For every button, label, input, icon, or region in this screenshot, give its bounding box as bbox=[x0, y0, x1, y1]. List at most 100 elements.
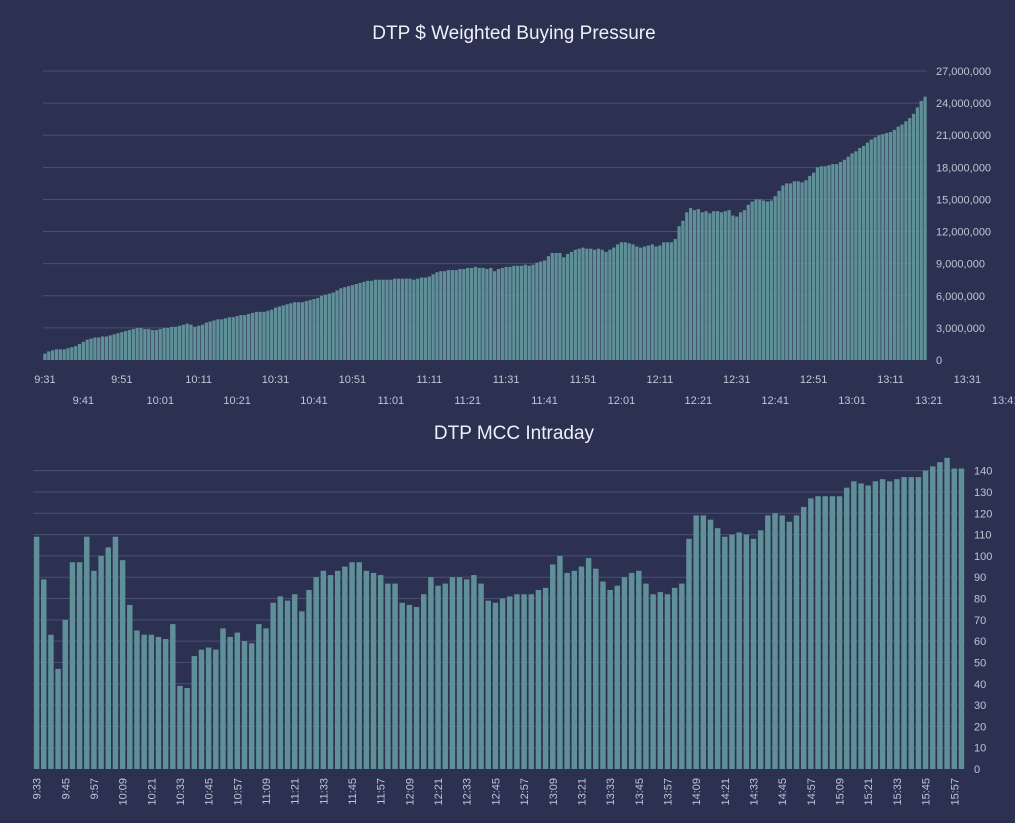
data-bar bbox=[296, 302, 301, 360]
data-bar bbox=[135, 327, 139, 360]
data-bar bbox=[70, 347, 74, 360]
data-bar bbox=[427, 276, 431, 360]
data-bar bbox=[419, 277, 424, 360]
data-bar bbox=[800, 182, 804, 360]
data-bar bbox=[804, 180, 808, 360]
data-bar bbox=[485, 600, 491, 769]
data-bar bbox=[139, 327, 143, 360]
data-bar bbox=[127, 330, 132, 360]
data-bar bbox=[370, 572, 377, 769]
data-bar bbox=[127, 604, 133, 769]
data-bar bbox=[116, 333, 120, 360]
data-bar bbox=[896, 126, 900, 360]
chart-title-mcc-intraday: DTP MCC Intraday bbox=[434, 423, 595, 444]
x-tick-label: 15:21 bbox=[863, 778, 875, 806]
data-bar bbox=[76, 562, 83, 769]
x-tick-label: 13:21 bbox=[576, 778, 588, 806]
data-bar bbox=[786, 521, 793, 769]
data-bar bbox=[792, 181, 797, 360]
y-tick-label: 12,000,000 bbox=[936, 227, 991, 239]
data-bar bbox=[662, 242, 666, 360]
x-tick-label: 15:45 bbox=[921, 778, 933, 806]
x-tick-label: 10:41 bbox=[300, 395, 328, 407]
data-bar bbox=[679, 583, 685, 769]
data-bar bbox=[796, 181, 800, 360]
data-bar bbox=[234, 632, 241, 769]
data-bar bbox=[869, 139, 873, 360]
data-bar bbox=[573, 249, 577, 360]
x-tick-label: 13:45 bbox=[634, 778, 646, 806]
data-bar bbox=[592, 249, 597, 360]
data-bar bbox=[535, 589, 542, 769]
data-bar bbox=[235, 316, 239, 360]
x-tick-label: 14:57 bbox=[806, 778, 818, 806]
x-tick-label: 10:57 bbox=[232, 778, 244, 806]
y-tick-label: 0 bbox=[936, 355, 942, 367]
data-bar bbox=[911, 113, 916, 360]
data-bar bbox=[250, 312, 255, 360]
data-bar bbox=[838, 161, 843, 360]
y-tick-label: 9,000,000 bbox=[936, 259, 985, 271]
data-bar bbox=[693, 515, 699, 769]
data-bar bbox=[193, 326, 197, 360]
data-bar bbox=[885, 133, 889, 360]
data-bar bbox=[435, 272, 439, 360]
x-tick-label: 10:45 bbox=[204, 778, 216, 806]
x-tick-label: 12:57 bbox=[519, 778, 531, 806]
data-bar bbox=[48, 634, 54, 769]
x-tick-label: 9:57 bbox=[89, 778, 101, 799]
x-tick-label: 9:51 bbox=[111, 374, 132, 386]
data-bar bbox=[449, 577, 456, 769]
data-bar bbox=[550, 564, 556, 769]
y-tick-label: 100 bbox=[974, 551, 992, 563]
data-bar bbox=[873, 137, 877, 360]
data-bar bbox=[704, 211, 708, 360]
x-tick-label: 12:09 bbox=[404, 778, 416, 806]
data-bar bbox=[858, 483, 864, 769]
data-bar bbox=[523, 264, 527, 360]
data-bar bbox=[621, 577, 628, 769]
data-bar bbox=[316, 297, 320, 360]
data-bar bbox=[306, 589, 312, 769]
x-tick-label: 11:45 bbox=[347, 778, 359, 805]
data-bar bbox=[33, 536, 40, 769]
data-bar bbox=[888, 132, 893, 360]
data-bar bbox=[469, 267, 474, 360]
data-bar bbox=[227, 636, 233, 769]
x-tick-label: 14:45 bbox=[777, 778, 789, 806]
data-bar bbox=[762, 200, 766, 360]
data-bar bbox=[685, 212, 689, 360]
data-bar bbox=[858, 148, 862, 360]
data-bar bbox=[915, 477, 922, 769]
chart-title-buying-pressure: DTP $ Weighted Buying Pressure bbox=[372, 23, 655, 44]
data-bar bbox=[54, 349, 59, 360]
x-tick-label: 14:21 bbox=[720, 778, 732, 806]
data-bar bbox=[377, 575, 384, 769]
x-tick-label: 11:33 bbox=[318, 778, 330, 805]
data-bar bbox=[478, 583, 484, 769]
data-bar bbox=[220, 628, 226, 769]
data-bar bbox=[516, 265, 520, 360]
data-bar bbox=[458, 269, 462, 360]
data-bar bbox=[736, 532, 742, 769]
data-bar bbox=[385, 583, 391, 769]
x-tick-label: 13:11 bbox=[877, 374, 904, 386]
data-bar bbox=[496, 269, 501, 360]
data-bar bbox=[800, 506, 807, 769]
data-bar bbox=[531, 264, 535, 360]
data-bar bbox=[539, 261, 543, 360]
data-bar bbox=[258, 311, 262, 360]
data-bar bbox=[596, 248, 600, 360]
x-tick-label: 12:21 bbox=[685, 395, 713, 407]
data-bar bbox=[850, 153, 854, 360]
data-bar bbox=[643, 583, 649, 769]
data-bar bbox=[185, 323, 189, 360]
data-bar bbox=[879, 479, 886, 769]
data-bar bbox=[521, 594, 527, 769]
data-bar bbox=[158, 328, 162, 360]
data-bar bbox=[773, 196, 777, 360]
data-bar bbox=[263, 628, 269, 769]
data-bar bbox=[673, 239, 677, 360]
data-bar bbox=[604, 251, 608, 360]
